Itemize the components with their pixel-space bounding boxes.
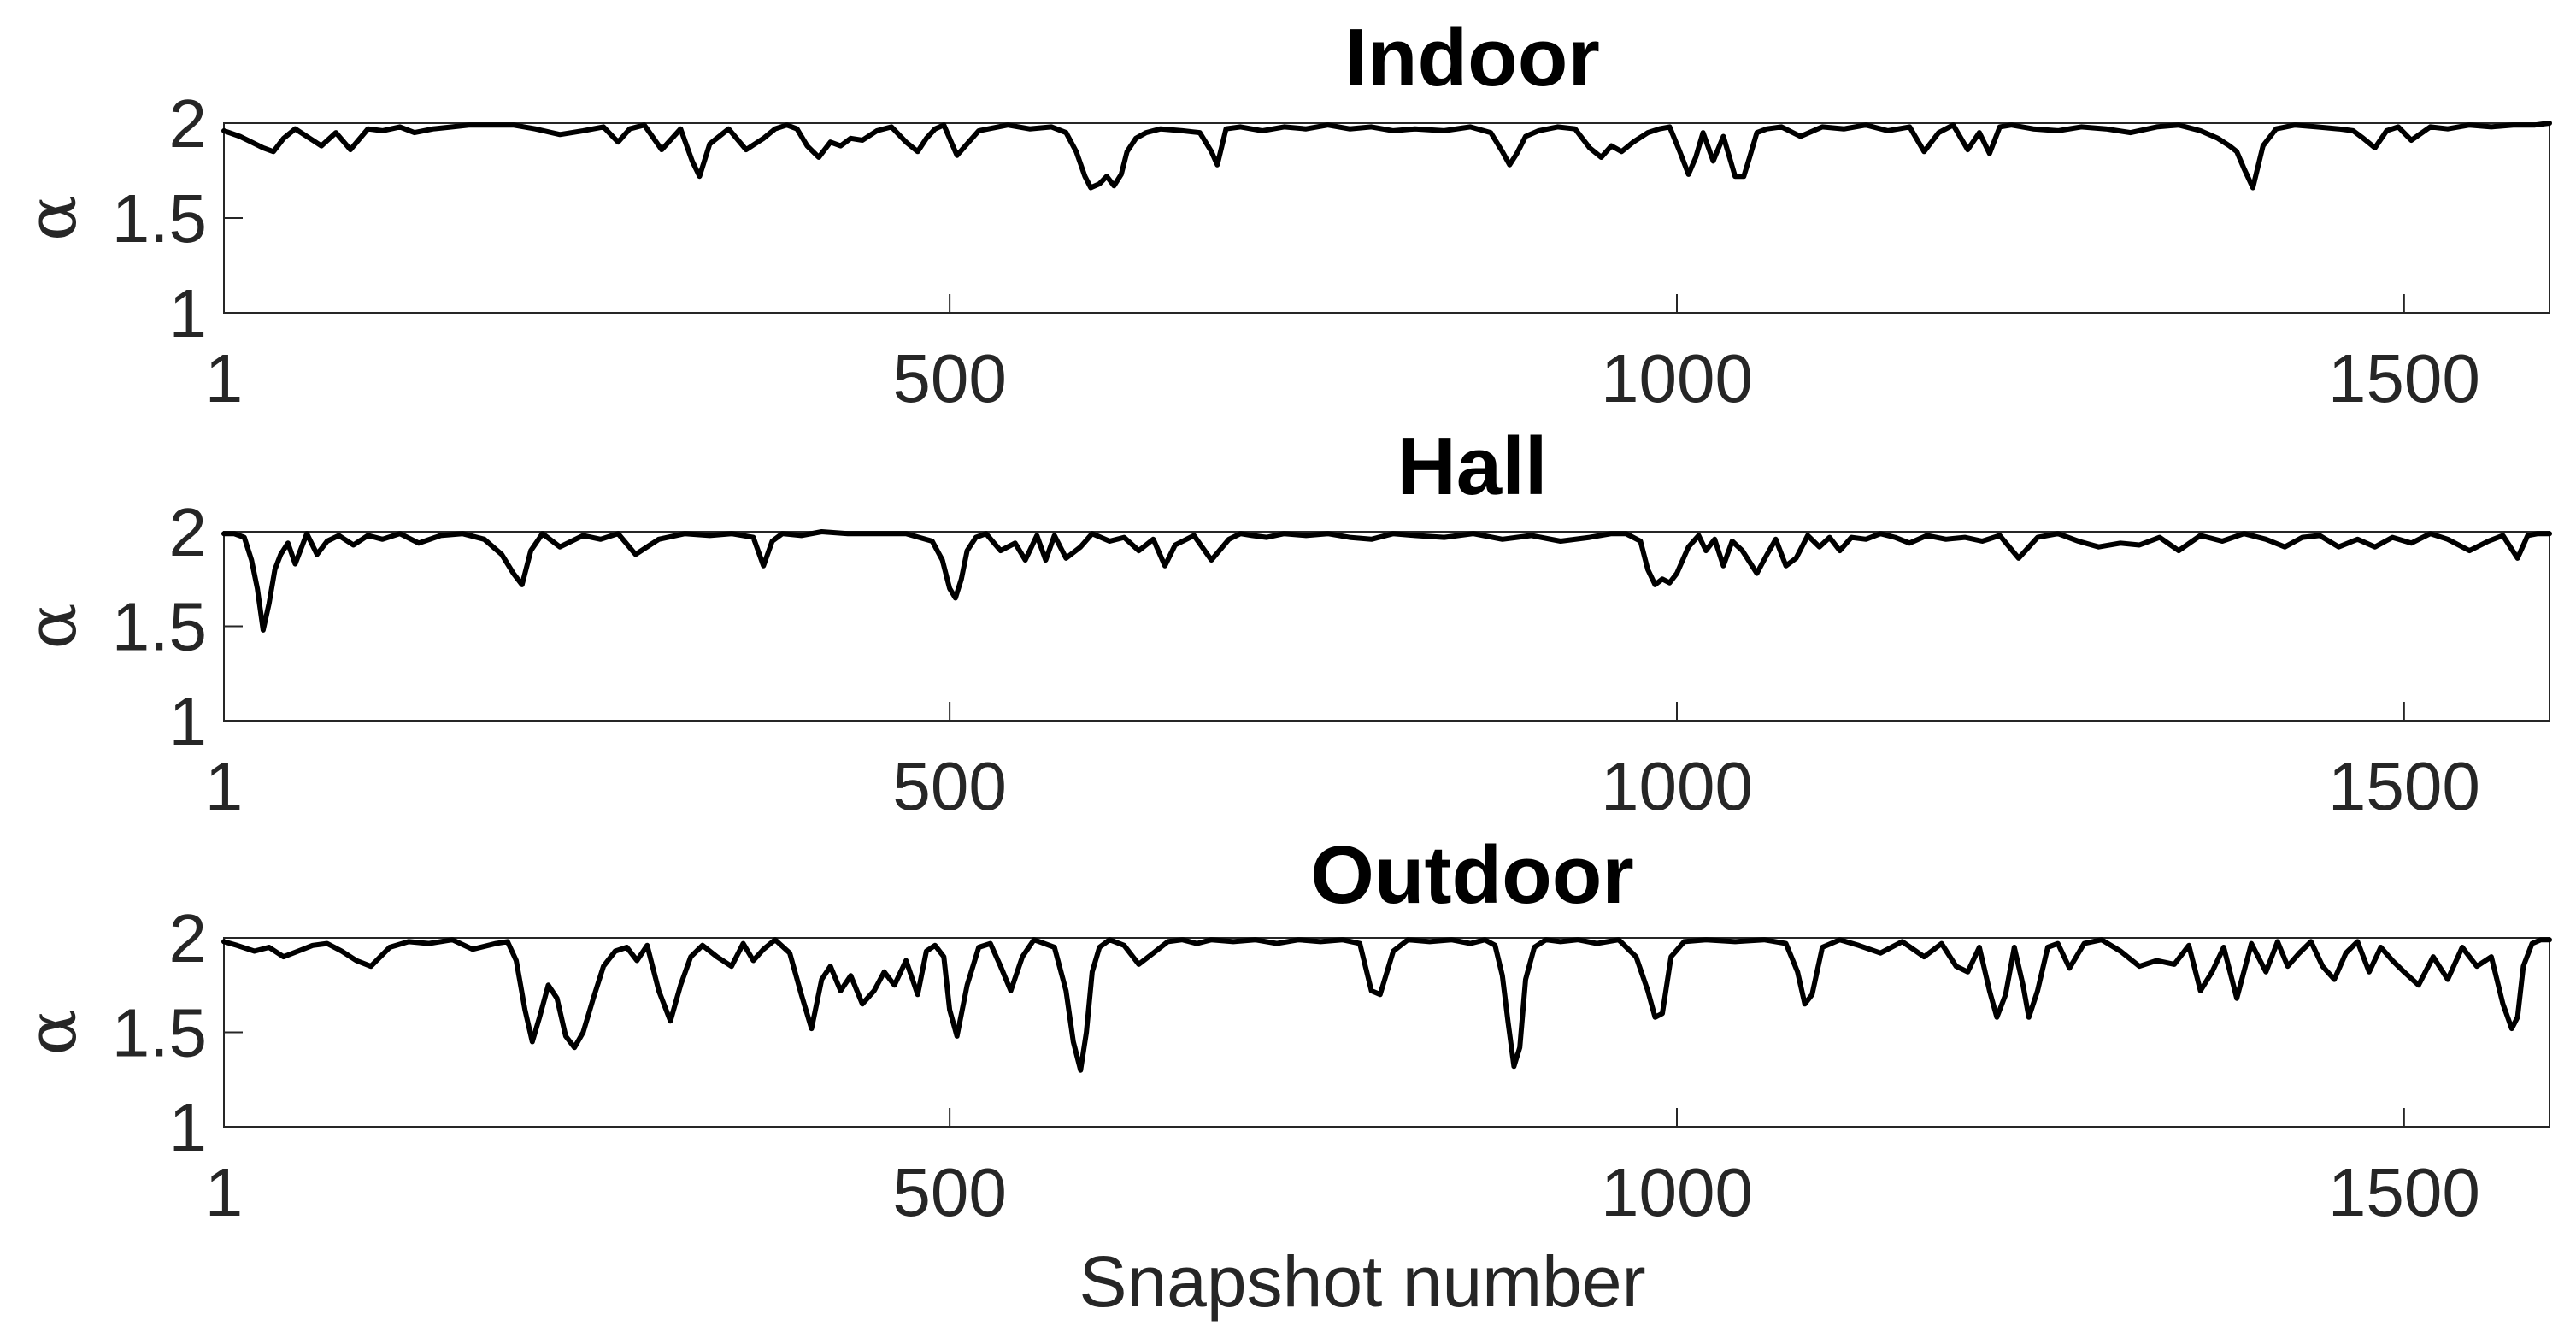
series-line-outdoor <box>221 937 2552 1073</box>
y-tick-label: 1 <box>169 1089 208 1165</box>
panel-title: Outdoor <box>1310 829 1634 921</box>
x-tick-label: 1500 <box>2328 340 2480 416</box>
y-axis-label: α <box>12 1009 91 1055</box>
x-tick-label: 1000 <box>1601 340 1753 416</box>
panel-title: Indoor <box>1344 12 1600 103</box>
y-axis-label: α <box>12 195 91 241</box>
y-tick-label: 2 <box>169 494 208 570</box>
x-tick-label: 1 <box>205 340 244 416</box>
panel-title: Hall <box>1397 421 1547 512</box>
y-tick-label: 2 <box>169 900 208 976</box>
axes-box <box>223 531 2550 722</box>
x-tick-label: 1 <box>205 748 244 824</box>
y-tick-label: 1 <box>169 683 208 759</box>
x-tick-label: 1500 <box>2328 1154 2480 1230</box>
x-tick-label: 1500 <box>2328 748 2480 824</box>
y-axis-label: α <box>12 603 91 649</box>
y-tick-label: 1 <box>169 275 208 351</box>
x-tick-label: 1000 <box>1601 748 1753 824</box>
series-line-indoor <box>221 121 2552 191</box>
y-tick-label: 2 <box>169 85 208 162</box>
x-tick-label: 1 <box>205 1154 244 1230</box>
x-tick-label: 500 <box>892 748 1006 824</box>
y-tick-label: 1.5 <box>112 180 207 256</box>
series-line-hall <box>221 529 2552 633</box>
y-tick-label: 1.5 <box>112 995 207 1071</box>
x-tick-label: 500 <box>892 1154 1006 1230</box>
y-tick-label: 1.5 <box>112 589 207 665</box>
x-tick-label: 1000 <box>1601 1154 1753 1230</box>
x-axis-label: Snapshot number <box>1079 1241 1645 1322</box>
x-tick-label: 500 <box>892 340 1006 416</box>
axes-box <box>223 122 2550 314</box>
